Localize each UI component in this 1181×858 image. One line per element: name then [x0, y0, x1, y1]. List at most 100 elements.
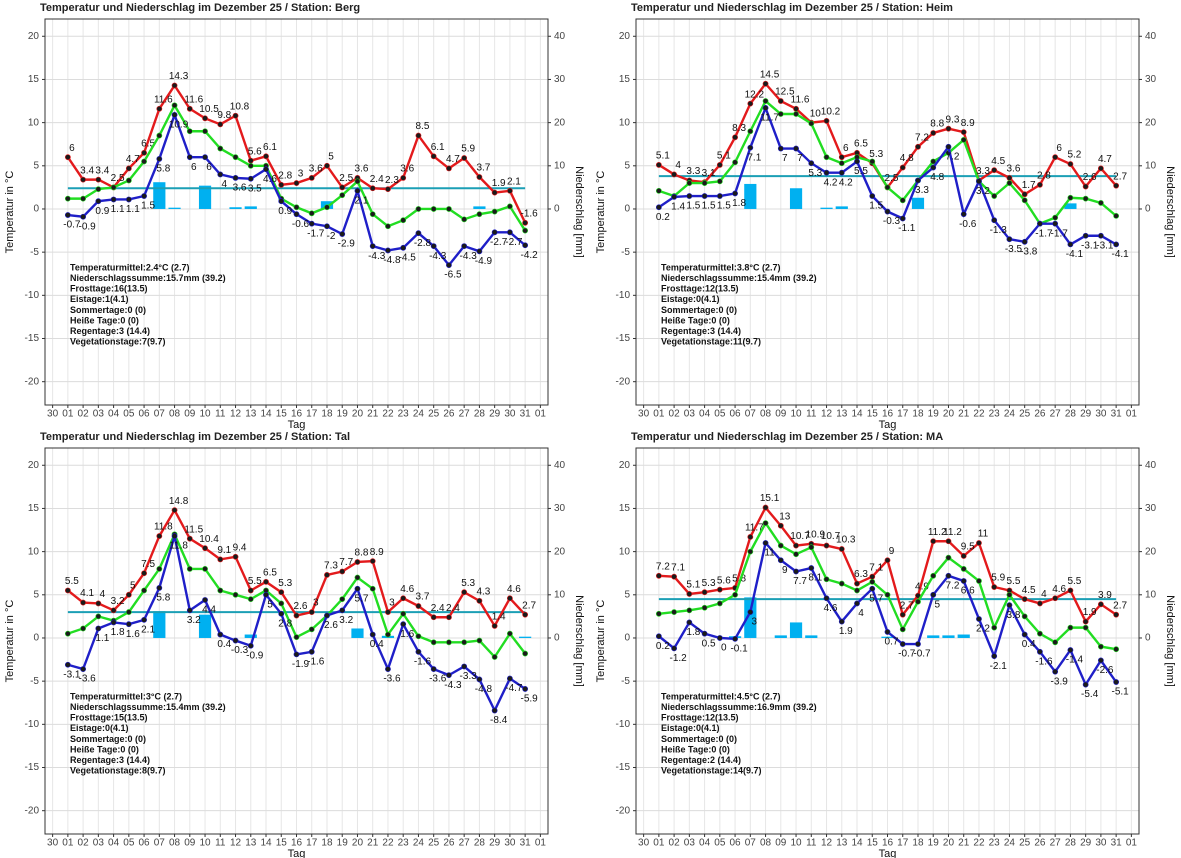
point-label: 15.1	[760, 493, 780, 504]
temp-point	[747, 548, 754, 555]
point-label: -3.5	[1005, 244, 1023, 255]
point-label: 1.9	[839, 626, 853, 637]
stat-line: Vegetationstage:7(9.7)	[70, 337, 166, 347]
temp-point	[446, 639, 452, 646]
temp-point	[1082, 624, 1089, 631]
temp-point	[1097, 232, 1104, 239]
stat-line: Sommertage:0 (0)	[70, 305, 146, 315]
point-label: -0.9	[78, 221, 96, 232]
x-tick-label: 21	[367, 409, 379, 420]
point-label: 11	[764, 548, 775, 559]
point-label: 10.9	[806, 529, 826, 540]
temp-point	[293, 180, 300, 186]
stat-line: Regentage:3 (14.4)	[70, 755, 150, 765]
point-label: 5.7	[869, 593, 883, 604]
temp-point	[777, 557, 784, 564]
x-tick-label: 10	[790, 409, 802, 420]
temp-point	[1113, 611, 1120, 618]
point-label: 3.2	[111, 596, 125, 607]
y2-tick-label: 10	[554, 160, 566, 171]
x-tick-label: 01	[653, 409, 665, 420]
point-label: 5.3	[869, 149, 883, 160]
temp-point	[1113, 182, 1120, 189]
temp-point	[217, 171, 224, 178]
y2-tick-label: 0	[1145, 204, 1151, 215]
stat-line: Temperaturmittel:3.8°C (2.7)	[661, 262, 780, 272]
point-label: 1.8	[732, 198, 746, 209]
x-tick-label: 27	[459, 838, 471, 849]
temp-point	[808, 565, 815, 571]
point-label: 6	[843, 143, 849, 154]
point-label: 8.9	[370, 547, 384, 558]
point-label: 3.3	[976, 166, 990, 177]
y2-tick-label: 10	[554, 589, 566, 600]
point-label: 2.5	[339, 173, 353, 184]
stat-line: Regentage:2 (14.4)	[661, 755, 741, 765]
x-tick-label: 18	[321, 838, 333, 849]
y-tick-label: -20	[25, 376, 40, 387]
point-label: 3.6	[400, 164, 414, 175]
temp-point	[476, 174, 483, 180]
point-label: 1.1	[126, 204, 140, 215]
temp-point	[1037, 630, 1043, 637]
x-tick-label: 09	[184, 838, 196, 849]
y2-axis-label: Niederschlag [mm]	[1164, 166, 1176, 258]
temp-point	[263, 591, 269, 598]
point-label: 6.5	[263, 567, 277, 578]
point-label: 4.7	[126, 154, 140, 165]
y-tick-label: -15	[25, 762, 40, 773]
temp-point	[156, 533, 163, 539]
point-label: 3.2	[976, 186, 990, 197]
point-label: -1.7	[307, 228, 325, 239]
point-label: 8.1	[808, 573, 822, 584]
point-label: 9.8	[217, 110, 231, 121]
point-label: 10.9	[169, 119, 189, 130]
precip-bar	[229, 207, 242, 209]
point-label: 9.5	[961, 542, 975, 553]
temp-point	[793, 105, 799, 112]
temp-point	[808, 544, 815, 551]
point-label: 3.9	[1098, 590, 1112, 601]
point-label: -1.7	[1035, 228, 1053, 239]
stat-line: Vegetationstage:11(9.7)	[661, 337, 761, 347]
point-label: -2.7	[490, 237, 508, 248]
point-label: -4.1	[1112, 249, 1130, 260]
temp-point	[716, 178, 723, 185]
point-label: 7	[782, 153, 788, 164]
temp-point	[732, 134, 738, 141]
temp-point	[171, 102, 178, 109]
temp-point	[400, 217, 407, 224]
temp-point	[777, 98, 784, 104]
x-tick-label: 22	[382, 409, 394, 420]
precip-bar	[820, 207, 833, 209]
temp-point	[655, 610, 662, 617]
temp-point	[869, 585, 876, 592]
temp-point	[991, 167, 998, 174]
temp-point	[324, 204, 330, 211]
temp-point	[506, 630, 513, 637]
temp-point	[869, 193, 876, 199]
y-tick-label: 15	[28, 74, 40, 85]
x-tick-label: 23	[398, 409, 410, 420]
point-label: 1.5	[686, 201, 700, 212]
temp-point	[80, 213, 87, 220]
point-label: 3.4	[80, 165, 94, 176]
temp-point	[95, 186, 102, 193]
point-label: -0.6	[292, 219, 310, 230]
point-label: 5.8	[156, 164, 170, 175]
temp-point	[716, 600, 723, 607]
point-label: 3.7	[415, 592, 429, 603]
temp-point	[324, 162, 330, 169]
point-label: 5.3	[278, 578, 292, 589]
temp-point	[762, 540, 769, 546]
temp-point	[95, 625, 102, 632]
point-label: -1.7	[1051, 228, 1069, 239]
temp-point	[339, 568, 346, 575]
point-label: 1.8	[111, 627, 125, 638]
stat-line: Frosttage:12(13.5)	[661, 713, 739, 723]
temp-point	[461, 663, 468, 670]
temp-point	[202, 128, 208, 135]
precip-bar	[774, 635, 787, 638]
point-label: 0.2	[656, 212, 670, 223]
temp-point	[777, 145, 784, 152]
